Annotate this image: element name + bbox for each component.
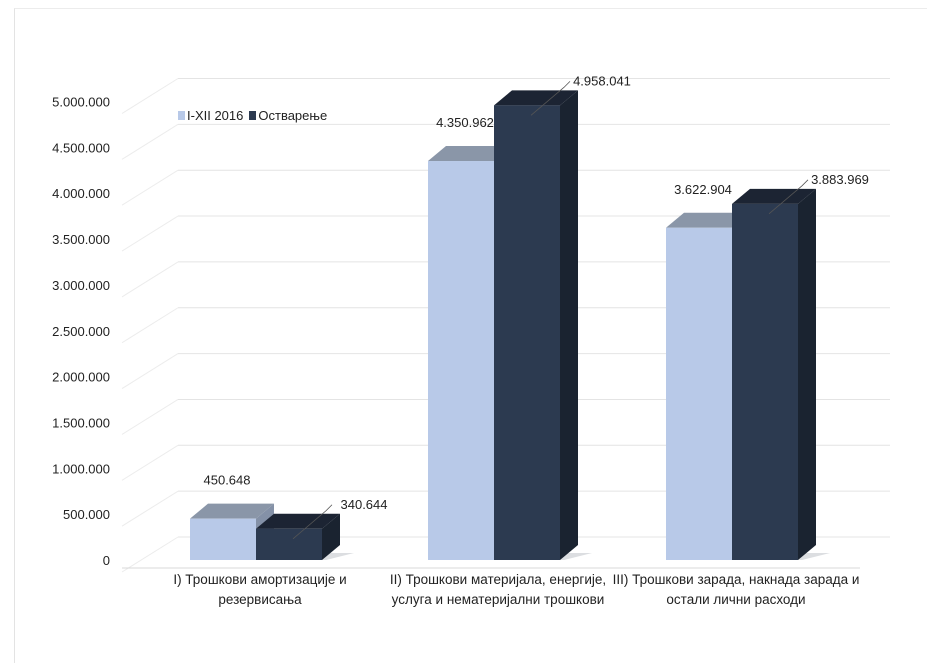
y-tick-label: 1.500.000: [52, 415, 110, 430]
y-tick-label: 4.000.000: [52, 186, 110, 201]
gridline-side: [121, 444, 179, 481]
data-label: 4.350.962: [436, 115, 494, 130]
bar-top: [494, 90, 578, 106]
category-label: II) Трошкови материјала, енергије,: [390, 572, 606, 587]
category-label: услуга и нематеријални трошкови: [392, 592, 605, 607]
y-tick-label: 1.000.000: [52, 461, 110, 476]
legend-entry-2: Остварење: [249, 108, 327, 123]
gridline-side: [121, 399, 179, 435]
category-label: III) Трошкови зарада, накнада зарада и: [613, 572, 860, 587]
category-label: остали лични расходи: [666, 592, 805, 607]
data-label: 4.958.041: [573, 73, 631, 88]
data-label-leader: [292, 504, 333, 540]
bar-front: [666, 227, 732, 560]
gridline-side: [121, 169, 179, 206]
bar-side: [798, 188, 816, 561]
category-label: I) Трошкови амортизације и: [173, 572, 346, 587]
gridline-side: [121, 353, 179, 390]
bar: [494, 90, 592, 560]
data-label-leader: [530, 81, 571, 116]
y-tick-label: 3.500.000: [52, 232, 110, 247]
bar-front: [256, 528, 322, 560]
gridline-side: [121, 123, 179, 160]
y-tick-label: 2.000.000: [52, 370, 110, 385]
legend-swatch-2: [249, 111, 257, 120]
legend-entry-1: I-XII 2016: [178, 108, 243, 123]
bar-side: [322, 513, 340, 560]
y-tick-label: 0: [103, 553, 110, 568]
bar-top: [666, 212, 750, 228]
gridline-side: [121, 536, 179, 573]
bar-front: [732, 203, 798, 561]
bar-top: [732, 188, 816, 204]
data-label: 450.648: [204, 473, 251, 488]
gridline-side: [121, 261, 179, 298]
data-label: 3.883.969: [811, 172, 869, 187]
gridline-side: [121, 490, 179, 527]
bar: [732, 188, 830, 561]
data-label: 3.622.904: [674, 182, 732, 197]
bar-front: [190, 518, 256, 560]
bar-side: [560, 90, 578, 560]
y-tick-label: 500.000: [63, 507, 110, 522]
y-tick-label: 5.000.000: [52, 95, 110, 110]
legend-label-1: I-XII 2016: [187, 108, 244, 123]
gridline-side: [121, 215, 179, 252]
bar: [256, 513, 354, 560]
bar-top: [256, 513, 340, 529]
bar-front: [428, 161, 494, 560]
category-label: резервисања: [218, 592, 302, 607]
bar-top: [190, 503, 274, 519]
bar-top: [428, 146, 512, 162]
gridline-side: [121, 78, 179, 114]
chart-legend: I-XII 2016 Остварење: [178, 108, 327, 123]
y-tick-label: 3.000.000: [52, 278, 110, 293]
data-label-leader: [768, 179, 809, 215]
bar-front: [494, 105, 560, 560]
gridline-side: [121, 307, 179, 344]
legend-swatch-1: [178, 111, 185, 120]
y-tick-label: 4.500.000: [52, 140, 110, 155]
y-tick-label: 2.500.000: [52, 324, 110, 339]
data-label: 340.644: [341, 497, 388, 512]
legend-label-2: Остварење: [258, 108, 328, 123]
